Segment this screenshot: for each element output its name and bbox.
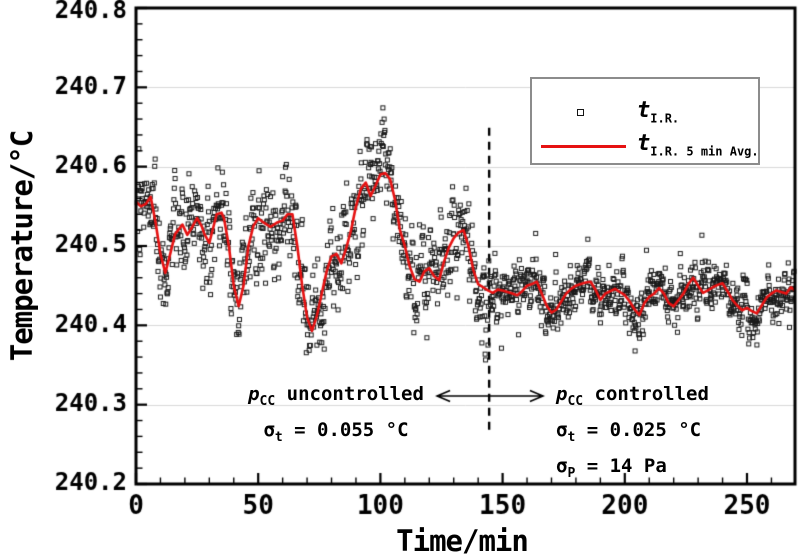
annotation-uncontrolled-line1: pCC uncontrolled: [214, 380, 458, 416]
sigma-value-text: = 0.055 °C: [282, 418, 409, 441]
sigma-subscript: P: [567, 465, 576, 481]
legend-symbol-t-avg: t: [637, 131, 651, 156]
annotation-uncontrolled: pCC uncontrolled σt = 0.055 °C: [214, 380, 458, 452]
sigma-subscript: t: [567, 429, 576, 445]
annotation-uncontrolled-line2: σt = 0.055 °C: [214, 416, 458, 452]
scatter-marker-symbol: [577, 109, 584, 116]
legend-label-avg: tI.R. 5 min Avg.: [637, 131, 759, 158]
sigma-subscript: t: [274, 429, 283, 445]
annotation-controlled: pCC controlled σt = 0.025 °C σP = 14 Pa: [556, 380, 709, 487]
p-subscript: CC: [567, 393, 584, 409]
x-axis-title: Time/min: [396, 524, 529, 556]
p-symbol: p: [556, 383, 568, 405]
sigma-t-value-text: = 0.025 °C: [575, 418, 702, 441]
legend-symbol-t: t: [637, 98, 651, 123]
p-symbol: p: [248, 383, 260, 405]
avg-line-symbol: [541, 145, 626, 148]
uncontrolled-text: uncontrolled: [275, 383, 424, 405]
p-subscript: CC: [259, 393, 276, 409]
legend-label-scatter: tI.R.: [637, 98, 679, 125]
legend-box: tI.R. tI.R. 5 min Avg.: [530, 77, 760, 165]
legend-subscript-avg: I.R. 5 min Avg.: [650, 144, 759, 159]
annotation-controlled-line1: pCC controlled: [556, 380, 709, 416]
annotation-controlled-line3: σP = 14 Pa: [556, 452, 709, 488]
sigma-symbol: σ: [263, 418, 275, 441]
annotation-controlled-line2: σt = 0.025 °C: [556, 416, 709, 452]
controlled-text: controlled: [583, 383, 709, 405]
sigma-symbol: σ: [556, 454, 568, 477]
sigma-symbol: σ: [556, 418, 568, 441]
sigma-p-value-text: = 14 Pa: [575, 454, 667, 477]
legend-subscript-ir: I.R.: [650, 111, 680, 126]
y-axis-title: Temperature/°C: [5, 130, 39, 362]
